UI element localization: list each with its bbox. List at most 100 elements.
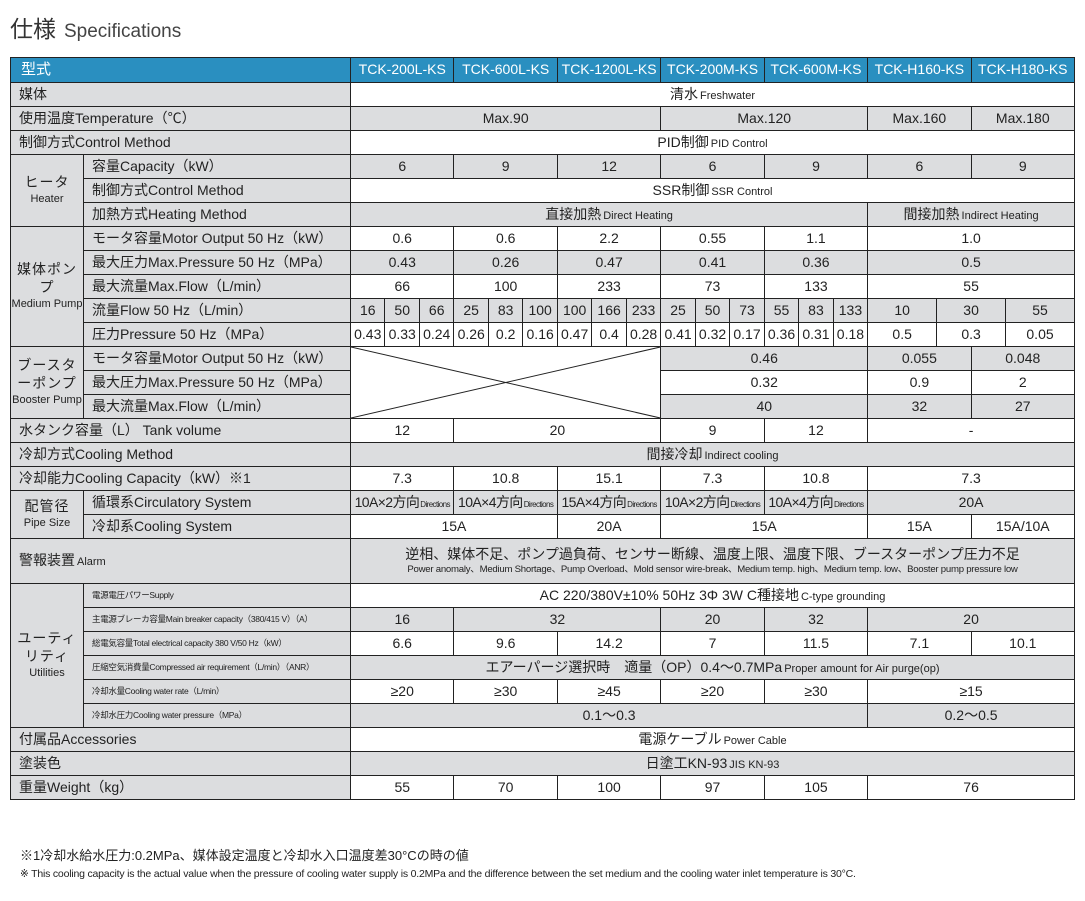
value-text: 0.26 [492, 253, 520, 270]
value-small: Directions [420, 499, 450, 509]
value-text: 10.8 [492, 469, 520, 486]
row-label: 圧縮空気消費量Compressed air requirement（L/min）… [82, 655, 352, 680]
value-text: 20A [596, 517, 622, 534]
row-label-text: 媒体 [19, 85, 47, 102]
value-text: 66 [394, 277, 411, 294]
value-text: 15A/10A [995, 517, 1050, 534]
value-text: 0.6 [392, 229, 412, 246]
value-cell: 10 [867, 298, 938, 323]
spec-row: ブースターポンプ Booster Pump モータ容量Motor Output 50… [10, 346, 1075, 419]
row-label-text: 冷却系Cooling System [92, 517, 233, 534]
row-label-text: 加熱方式Heating Method [92, 205, 247, 222]
value-cell: 76 [867, 775, 1075, 800]
value-cell: 0.55 [660, 226, 765, 251]
value-cell: 15.1 [556, 466, 662, 491]
value-text: 直接加熱 [545, 205, 602, 222]
value-text: 20A [958, 493, 984, 510]
value-cell: 12 [763, 418, 869, 443]
value-text: 0.31 [802, 325, 830, 342]
value-cell: 20 [660, 607, 765, 632]
spec-row: 最大圧力Max.Pressure 50 Hz（MPa） 0.43 0.26 0.47 0… [11, 250, 1075, 275]
value-text: ≥20 [700, 682, 725, 699]
row-label-text: 電源電圧パワーSupply [92, 589, 174, 600]
value-text: 105 [804, 778, 828, 795]
value-text: 0.16 [526, 325, 554, 342]
value-cell: 0.18 [832, 322, 869, 347]
value-cell: 9 [453, 154, 558, 179]
group-label-jp: ユーティリティ [17, 630, 77, 664]
value-text: 100 [597, 778, 621, 795]
value-text: 55 [394, 778, 411, 795]
value-text: 0.05 [1026, 325, 1054, 342]
value-text: 16 [394, 610, 411, 627]
value-text: 16 [359, 301, 376, 318]
spec-row: 配管径 Pipe Size 循環系Circulatory System 10A×2方向… [10, 490, 1075, 539]
value-text: 間接加熱 [903, 205, 960, 222]
value-cell: 電源ケーブル Power Cable [350, 727, 1075, 752]
value-text: 55 [963, 277, 979, 294]
row-label-text: モータ容量Motor Output 50 Hz（kW） [92, 349, 333, 366]
value-cell: 32 [763, 607, 869, 632]
value-text: 電源ケーブル [638, 730, 722, 747]
value-cell: 83 [487, 298, 524, 323]
value-cell: 12 [350, 418, 455, 443]
value-text: 20 [963, 610, 979, 627]
value-cell: 10A×4方向Directions [453, 490, 558, 515]
row-label-text: 使用温度Temperature（℃） [19, 109, 196, 126]
value-cell: ≥45 [556, 679, 662, 704]
value-text: 0.5 [892, 325, 912, 342]
group-label-pump: 媒体ポンプ Medium Pump [10, 226, 84, 347]
spec-row: 流量Flow 50 Hz（L/min） 16 50 66 25 83 100 100 166 23… [11, 298, 1075, 323]
value-text: 0.3 [961, 325, 981, 342]
value-cell: 0.1～0.3 [350, 703, 869, 728]
value-cell: 100 [453, 274, 558, 299]
value-text: 7.1 [909, 634, 930, 651]
value-text: 0.26 [457, 325, 485, 342]
value-cell: SSR制御 SSR Control [350, 178, 1075, 203]
value-cell: 0.6 [453, 226, 558, 251]
value-text: ≥15 [959, 682, 983, 699]
value-cell: 0.36 [763, 250, 869, 275]
value-small: Directions [834, 499, 864, 509]
group-label-en: Booster Pump [12, 394, 82, 407]
value-cell: 66 [418, 298, 455, 323]
row-label-text: 圧縮空気消費量Compressed air requirement（L/min）… [92, 661, 315, 672]
value-small: Directions [730, 499, 761, 509]
value-text: 83 [808, 301, 824, 318]
row-label-text: 警報装置 [19, 552, 75, 569]
value-cell: 0.43 [350, 250, 455, 275]
group-label-en: Medium Pump [11, 298, 83, 311]
value-text: 55 [773, 301, 790, 318]
value-text: 25 [463, 301, 479, 318]
row-label: 冷却水量Cooling water rate（L/min） [82, 679, 352, 704]
row-label-text: 容量Capacity（kW） [92, 157, 223, 174]
value-cell: 0.41 [660, 250, 765, 275]
value-text: Max.160 [892, 109, 947, 126]
spec-row: 媒体ポンプ Medium Pump モータ容量Motor Output 50 Hz（… [10, 226, 1075, 347]
row-label-text: 圧力Pressure 50 Hz（MPa） [92, 325, 274, 342]
value-cell: 日塗工KN-93 JIS KN-93 [350, 751, 1075, 776]
value-text: 7.3 [702, 469, 723, 486]
row-label-text: 総電気容量Total electrical capacity 380 V/50 … [92, 637, 287, 648]
value-cell: 133 [763, 274, 869, 299]
value-cell: 0.4 [591, 322, 627, 347]
value-cell: ≥20 [350, 679, 455, 704]
row-label: 媒体 [9, 82, 352, 107]
value-cell: 7 [660, 631, 765, 656]
value-small: Directions [627, 499, 657, 509]
value-cell: 11.5 [763, 631, 869, 656]
value-text: 0.17 [733, 325, 761, 342]
group-label-heater: ヒータ Heater [10, 154, 84, 227]
value-cell: 0.3 [936, 322, 1007, 347]
value-cell: Max.90 [350, 106, 662, 131]
value-cell: 15A×4方向Directions [556, 490, 662, 515]
value-cell: 50 [694, 298, 731, 323]
value-cell: 0.26 [453, 250, 558, 275]
value-cell: 10.8 [453, 466, 558, 491]
model-header: TCK-200M-KS [660, 57, 765, 83]
row-label: 電源電圧パワーSupply [82, 583, 352, 608]
value-text: 0.55 [698, 229, 727, 246]
value-cell: 32 [453, 607, 662, 632]
value-text: 0.28 [629, 325, 658, 342]
value-text: 0.24 [423, 325, 451, 342]
